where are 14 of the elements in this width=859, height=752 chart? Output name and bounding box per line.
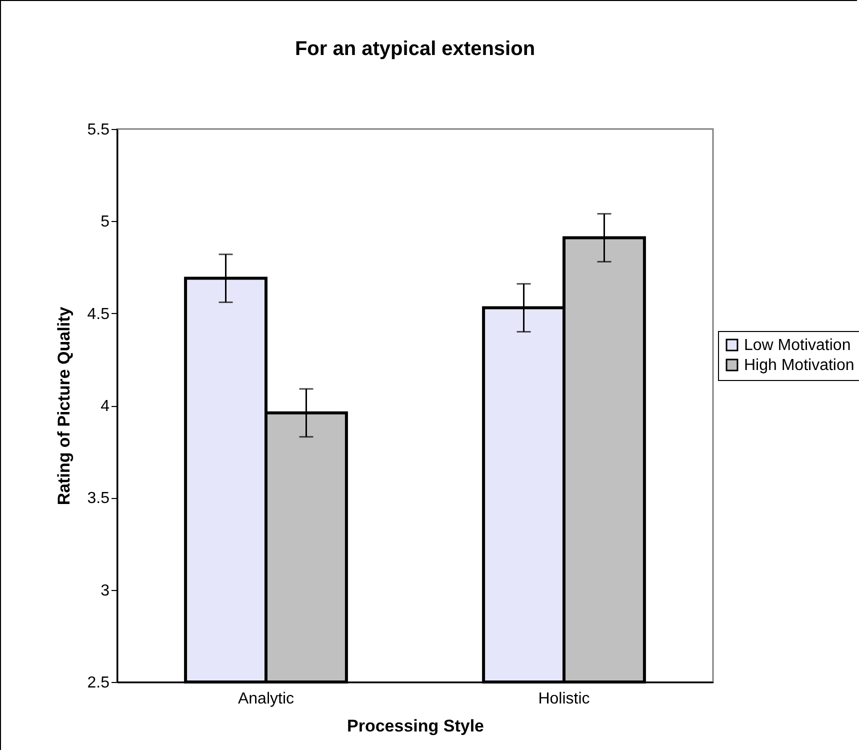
chart-title: For an atypical extension <box>294 38 536 60</box>
y-tick-label: 5.5 <box>87 122 110 138</box>
y-axis-title: Rating of Picture Quality <box>54 306 74 506</box>
y-tick-label: 2.5 <box>87 674 110 692</box>
y-tick-label: 5 <box>100 214 110 231</box>
y-tick-label: 4.5 <box>87 306 110 323</box>
x-tick-label: Analytic <box>238 690 294 708</box>
y-tick-label: 3 <box>100 582 110 600</box>
x-tick-label: Holistic <box>538 690 590 708</box>
y-tick-label: 4 <box>100 398 110 415</box>
legend-label: Low Motivation <box>744 337 851 354</box>
x-axis-title: Processing Style <box>346 716 484 736</box>
y-tick-label: 3.5 <box>87 490 110 508</box>
legend-label: High Motivation <box>744 357 854 374</box>
